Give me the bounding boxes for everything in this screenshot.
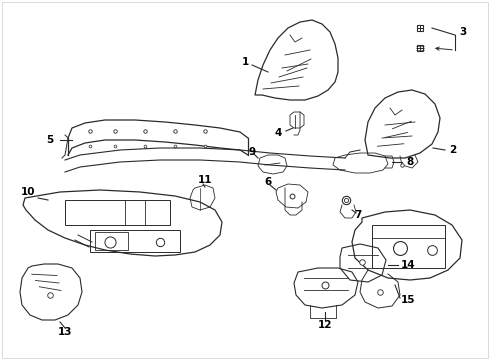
Text: 14: 14 — [401, 260, 416, 270]
Text: 13: 13 — [58, 327, 72, 337]
Text: 4: 4 — [274, 128, 282, 138]
Text: 2: 2 — [449, 145, 457, 155]
Text: 8: 8 — [406, 157, 414, 167]
Text: 15: 15 — [401, 295, 415, 305]
Text: 12: 12 — [318, 320, 332, 330]
Text: 7: 7 — [354, 210, 362, 220]
Text: 6: 6 — [265, 177, 271, 187]
Text: 11: 11 — [198, 175, 212, 185]
Text: 3: 3 — [459, 27, 466, 37]
Text: 5: 5 — [47, 135, 53, 145]
Text: 10: 10 — [21, 187, 35, 197]
Text: 1: 1 — [242, 57, 248, 67]
Text: 9: 9 — [248, 147, 256, 157]
